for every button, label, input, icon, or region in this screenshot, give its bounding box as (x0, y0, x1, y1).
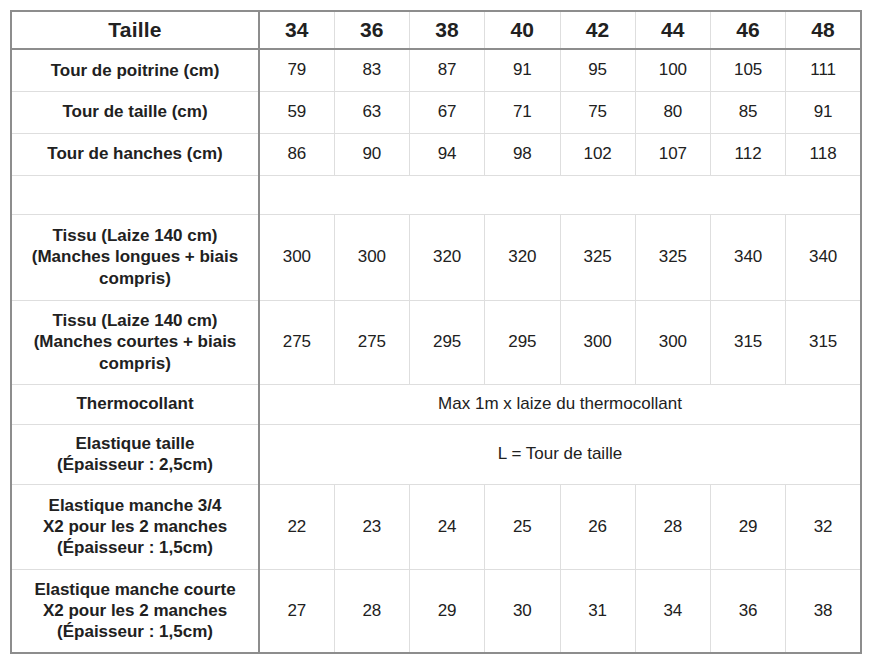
value-cell: 100 (635, 49, 710, 91)
value-cell: 32 (786, 484, 861, 569)
empty-spacer-cell (259, 175, 861, 214)
value-cell: 340 (711, 214, 786, 300)
size-chart-table: Taille 3436384042444648 Tour de poitrine… (10, 10, 862, 654)
value-cell: 295 (485, 300, 560, 384)
value-cell: 315 (711, 300, 786, 384)
value-cell: 118 (786, 133, 861, 175)
row-label: Elastique taille (Épaisseur : 2,5cm) (11, 424, 259, 484)
row-label: Tour de poitrine (cm) (11, 49, 259, 91)
value-cell: 91 (786, 91, 861, 133)
row-label: Tissu (Laize 140 cm) (Manches longues + … (11, 214, 259, 300)
row-label: Tour de taille (cm) (11, 91, 259, 133)
value-cell: 90 (334, 133, 409, 175)
value-cell: 94 (410, 133, 485, 175)
value-cell: 79 (259, 49, 334, 91)
value-cell: 320 (410, 214, 485, 300)
size-header: 40 (485, 11, 560, 49)
size-header: 34 (259, 11, 334, 49)
value-cell: 28 (334, 569, 409, 653)
value-cell: 320 (485, 214, 560, 300)
table-row (11, 175, 861, 214)
size-header: 46 (711, 11, 786, 49)
value-cell: 340 (786, 214, 861, 300)
value-cell: 30 (485, 569, 560, 653)
value-cell: 38 (786, 569, 861, 653)
value-cell: 300 (560, 300, 635, 384)
table-body: Tour de poitrine (cm)7983879195100105111… (11, 49, 861, 653)
size-header: 42 (560, 11, 635, 49)
row-label (11, 175, 259, 214)
value-cell: 105 (711, 49, 786, 91)
value-cell: 275 (334, 300, 409, 384)
value-cell: 98 (485, 133, 560, 175)
value-cell: 71 (485, 91, 560, 133)
value-cell: 25 (485, 484, 560, 569)
table-row: Tour de hanches (cm)86909498102107112118 (11, 133, 861, 175)
value-cell: 36 (711, 569, 786, 653)
size-header: 38 (410, 11, 485, 49)
row-label: Tissu (Laize 140 cm) (Manches courtes + … (11, 300, 259, 384)
value-cell: 87 (410, 49, 485, 91)
value-cell: 325 (560, 214, 635, 300)
value-cell: 102 (560, 133, 635, 175)
value-cell: 85 (711, 91, 786, 133)
value-cell: 22 (259, 484, 334, 569)
table-row: Elastique manche courte X2 pour les 2 ma… (11, 569, 861, 653)
row-label: Elastique manche 3/4 X2 pour les 2 manch… (11, 484, 259, 569)
value-cell: 95 (560, 49, 635, 91)
value-cell: 59 (259, 91, 334, 133)
value-cell: 300 (635, 300, 710, 384)
row-label: Elastique manche courte X2 pour les 2 ma… (11, 569, 259, 653)
table-row: Tour de poitrine (cm)7983879195100105111 (11, 49, 861, 91)
value-cell: 67 (410, 91, 485, 133)
value-cell: 295 (410, 300, 485, 384)
value-cell: 300 (259, 214, 334, 300)
header-row: Taille 3436384042444648 (11, 11, 861, 49)
value-cell: 23 (334, 484, 409, 569)
size-header: 44 (635, 11, 710, 49)
value-cell: 29 (711, 484, 786, 569)
row-label: Tour de hanches (cm) (11, 133, 259, 175)
value-cell: 315 (786, 300, 861, 384)
size-header: 36 (334, 11, 409, 49)
value-cell: 83 (334, 49, 409, 91)
value-cell: 112 (711, 133, 786, 175)
value-cell: 26 (560, 484, 635, 569)
value-cell: 28 (635, 484, 710, 569)
value-cell: 63 (334, 91, 409, 133)
value-cell: 275 (259, 300, 334, 384)
row-label: Thermocollant (11, 384, 259, 424)
table-row: Tissu (Laize 140 cm) (Manches longues + … (11, 214, 861, 300)
merged-note-cell: Max 1m x laize du thermocollant (259, 384, 861, 424)
table-row: Tour de taille (cm)5963677175808591 (11, 91, 861, 133)
value-cell: 91 (485, 49, 560, 91)
value-cell: 107 (635, 133, 710, 175)
value-cell: 300 (334, 214, 409, 300)
header-taille-label: Taille (11, 11, 259, 49)
value-cell: 80 (635, 91, 710, 133)
value-cell: 75 (560, 91, 635, 133)
size-header: 48 (786, 11, 861, 49)
value-cell: 31 (560, 569, 635, 653)
value-cell: 24 (410, 484, 485, 569)
table-row: Tissu (Laize 140 cm) (Manches courtes + … (11, 300, 861, 384)
value-cell: 34 (635, 569, 710, 653)
merged-note-cell: L = Tour de taille (259, 424, 861, 484)
value-cell: 29 (410, 569, 485, 653)
value-cell: 325 (635, 214, 710, 300)
page: Taille 3436384042444648 Tour de poitrine… (0, 0, 871, 660)
value-cell: 86 (259, 133, 334, 175)
table-row: Elastique taille (Épaisseur : 2,5cm)L = … (11, 424, 861, 484)
table-row: ThermocollantMax 1m x laize du thermocol… (11, 384, 861, 424)
table-row: Elastique manche 3/4 X2 pour les 2 manch… (11, 484, 861, 569)
value-cell: 27 (259, 569, 334, 653)
value-cell: 111 (786, 49, 861, 91)
